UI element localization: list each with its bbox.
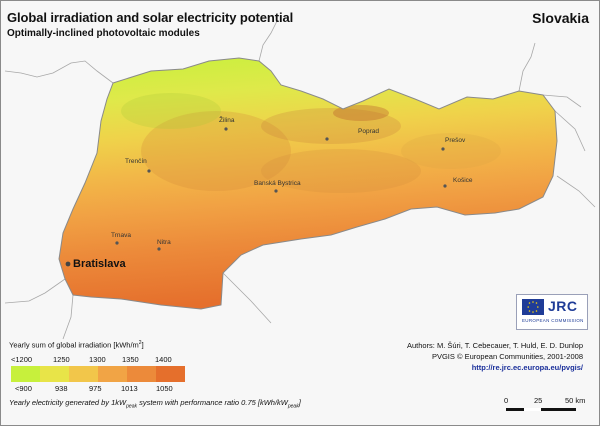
city-trencin: Trenčín <box>125 158 147 165</box>
irr-label-3: 1300 <box>89 355 106 364</box>
footnote-text-1: Yearly electricity generated by 1kW <box>9 398 127 407</box>
legend-swatches <box>11 366 185 382</box>
city-poprad: Poprad <box>358 128 379 135</box>
elec-label-3: 975 <box>89 384 102 393</box>
irr-label-2: 1250 <box>53 355 70 364</box>
city-bratislava: Bratislava <box>73 258 126 270</box>
elec-label-1: <900 <box>15 384 32 393</box>
city-presov: Prešov <box>445 137 466 144</box>
credits-copyright: PVGIS © European Communities, 2001-2008 <box>431 352 583 361</box>
slovakia-border <box>58 57 558 310</box>
credits: Authors: M. Šúri, T. Cebecauer, T. Huld,… <box>407 340 583 373</box>
elec-label-5: 1050 <box>156 384 173 393</box>
legend-swatch-1 <box>11 366 40 382</box>
scale-label-25: 25 <box>534 396 543 405</box>
city-banska-bystrica: Banská Bystrica <box>254 180 301 187</box>
city-zilina: Žilina <box>219 115 235 124</box>
legend-title-end: ] <box>141 340 144 350</box>
slovakia-region <box>59 58 557 309</box>
legend-title: Yearly sum of global irradiation [kWh/m2… <box>9 340 144 350</box>
scale-bar <box>506 408 576 411</box>
jrc-logo-subtext: EUROPEAN COMMISSION <box>522 318 584 323</box>
city-kosice: Košice <box>453 177 473 184</box>
irr-label-1: <1200 <box>11 355 33 364</box>
legend-swatch-5 <box>127 366 156 382</box>
jrc-logo-text: JRC <box>548 298 578 314</box>
footnote-text-3: ] <box>298 398 301 407</box>
city-nitra: Nitra <box>157 239 171 246</box>
legend-swatch-3 <box>69 366 98 382</box>
neighbour-borders <box>4 20 596 340</box>
footnote-sub-1: peak <box>126 403 137 410</box>
map-subtitle: Optimally-inclined photovoltaic modules <box>7 28 200 39</box>
city-trnava: Trnava <box>111 232 131 239</box>
legend-swatch-4 <box>98 366 127 382</box>
scale-label-0: 0 <box>504 396 509 405</box>
elec-label-2: 938 <box>55 384 68 393</box>
scale-label-50: 50 km <box>565 396 586 405</box>
city-markers <box>65 127 447 267</box>
legend-title-text: Yearly sum of global irradiation [kWh/m <box>9 340 139 350</box>
elec-label-4: 1013 <box>121 384 138 393</box>
credits-url[interactable]: http://re.jrc.ec.europa.eu/pvgis/ <box>471 363 583 372</box>
legend-swatch-6 <box>156 366 185 382</box>
irr-label-4: 1350 <box>122 355 139 364</box>
terrain-relief <box>121 93 501 193</box>
footnote-sub-2: peak <box>287 403 299 410</box>
legend-footnote: Yearly electricity generated by 1kWpeak … <box>9 398 301 410</box>
credits-authors: Authors: M. Šúri, T. Cebecauer, T. Huld,… <box>406 341 583 350</box>
footnote-text-2: system with performance ratio 0.75 [kWh/… <box>136 398 288 407</box>
legend-title-sup: 2 <box>138 340 142 346</box>
eu-flag-icon <box>522 299 544 315</box>
map-title: Global irradiation and solar electricity… <box>7 10 294 25</box>
irr-label-5: 1400 <box>155 355 172 364</box>
legend-swatch-2 <box>40 366 69 382</box>
jrc-logo: JRC EUROPEAN COMMISSION <box>516 294 588 330</box>
country-name: Slovakia <box>532 10 589 26</box>
